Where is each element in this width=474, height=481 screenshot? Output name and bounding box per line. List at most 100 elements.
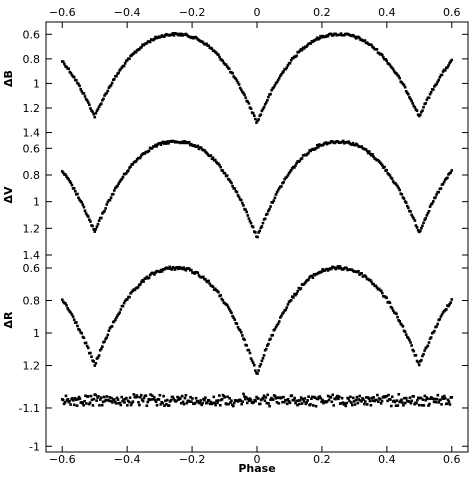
data-point xyxy=(317,145,320,149)
data-point xyxy=(270,88,273,92)
data-point xyxy=(76,324,79,328)
data-point xyxy=(443,394,446,398)
data-point xyxy=(314,146,318,150)
data-point xyxy=(231,184,234,188)
data-point xyxy=(390,66,394,70)
data-point xyxy=(428,92,432,96)
data-point xyxy=(423,394,427,398)
data-point xyxy=(408,396,412,400)
data-point xyxy=(438,317,442,321)
data-point xyxy=(99,216,103,220)
data-point xyxy=(88,401,92,405)
x-tick-label-top: 0.6 xyxy=(443,6,461,19)
data-point xyxy=(350,401,353,404)
data-point xyxy=(108,198,112,202)
data-point xyxy=(201,401,204,405)
data-point xyxy=(432,88,435,91)
data-point xyxy=(197,274,201,277)
data-point xyxy=(385,394,388,398)
data-point xyxy=(279,74,282,78)
data-point xyxy=(440,403,443,406)
data-point xyxy=(300,157,304,160)
data-point xyxy=(99,102,103,106)
data-point xyxy=(289,168,293,172)
data-point xyxy=(212,395,216,399)
data-point xyxy=(131,400,135,403)
data-point xyxy=(226,305,230,309)
data-point xyxy=(142,280,145,283)
data-point xyxy=(175,399,178,403)
data-point xyxy=(183,140,187,143)
data-point xyxy=(162,35,166,38)
data-point xyxy=(262,105,266,109)
data-point xyxy=(229,401,232,404)
y-tick-label: 1 xyxy=(33,77,40,90)
data-point xyxy=(154,271,157,274)
data-point xyxy=(300,402,304,405)
data-point xyxy=(72,187,76,190)
data-point xyxy=(246,214,250,217)
data-point xyxy=(369,403,373,407)
data-point xyxy=(142,396,146,400)
data-point xyxy=(279,316,282,319)
y-tick-label: 1.2 xyxy=(23,102,41,115)
data-point xyxy=(79,87,82,91)
data-point xyxy=(395,183,398,187)
data-point xyxy=(113,189,116,192)
y-tick-label: -1 xyxy=(29,440,40,453)
x-tick-label-bottom: −0.2 xyxy=(179,453,206,466)
data-point xyxy=(73,189,77,193)
data-point xyxy=(255,121,258,124)
data-point xyxy=(306,399,309,402)
data-point xyxy=(254,117,257,121)
data-point xyxy=(274,325,278,329)
data-point xyxy=(170,33,174,37)
data-point xyxy=(211,156,215,159)
data-point xyxy=(363,274,367,277)
data-point xyxy=(329,396,333,399)
data-point xyxy=(123,62,127,65)
data-point xyxy=(433,397,437,401)
data-point xyxy=(296,403,299,407)
data-point xyxy=(280,185,283,188)
data-point xyxy=(113,400,117,404)
data-point xyxy=(89,220,92,223)
data-point xyxy=(167,267,170,270)
data-point xyxy=(69,71,73,75)
data-point xyxy=(426,211,430,215)
data-point xyxy=(78,328,81,332)
data-point xyxy=(368,150,371,153)
data-point xyxy=(116,398,120,401)
data-point xyxy=(217,162,220,166)
data-point xyxy=(161,140,165,144)
data-point xyxy=(435,82,438,86)
data-point xyxy=(259,363,263,366)
data-point xyxy=(385,168,388,172)
data-point xyxy=(286,64,290,67)
data-point xyxy=(91,110,94,114)
data-point xyxy=(69,181,73,185)
data-point xyxy=(269,92,272,96)
data-point xyxy=(408,338,411,342)
data-point xyxy=(325,400,329,403)
data-point xyxy=(307,395,310,398)
data-point xyxy=(339,32,343,35)
data-point xyxy=(196,144,200,148)
data-point xyxy=(139,393,143,397)
data-point xyxy=(225,65,229,68)
data-point xyxy=(90,398,94,402)
data-point xyxy=(397,393,401,396)
data-point xyxy=(357,398,361,401)
data-point xyxy=(207,279,211,283)
data-point xyxy=(246,100,250,103)
data-point xyxy=(439,398,442,401)
data-point xyxy=(336,394,339,398)
data-point xyxy=(333,266,336,269)
data-point xyxy=(425,214,429,217)
data-point xyxy=(266,99,269,102)
data-point xyxy=(228,67,231,71)
data-point xyxy=(245,401,249,405)
data-point xyxy=(92,112,95,116)
data-point xyxy=(129,403,133,407)
data-point xyxy=(117,312,120,316)
